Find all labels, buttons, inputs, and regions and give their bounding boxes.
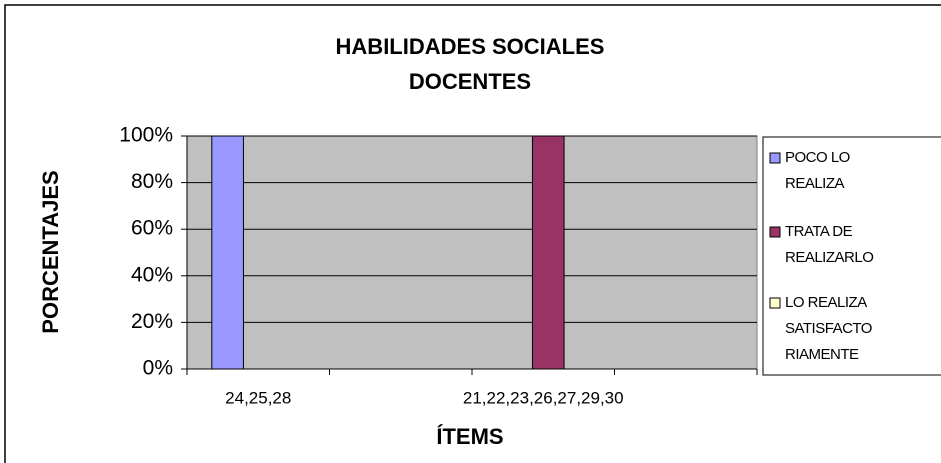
y-tick-label: 0% <box>143 357 173 380</box>
x-axis-label: ÍTEMS <box>436 424 503 449</box>
legend-label: TRATA DE REALIZARLO <box>785 223 873 266</box>
legend-swatch <box>769 152 781 164</box>
bar <box>211 135 244 370</box>
legend-swatch <box>769 297 781 309</box>
bar <box>531 135 565 370</box>
plot-area <box>186 135 758 370</box>
x-tick-label: 21,22,23,26,27,29,30 <box>463 388 624 407</box>
y-tick-label: 60% <box>131 217 173 240</box>
legend-label: LO REALIZA SATISFACTO RIAMENTE <box>785 294 872 363</box>
y-tick-label: 20% <box>131 310 173 333</box>
legend-box <box>762 136 941 376</box>
y-tick-label: 80% <box>131 170 173 193</box>
legend-label: POCO LO REALIZA <box>785 149 850 192</box>
legend-swatch <box>769 226 781 238</box>
y-axis-label: PORCENTAJES <box>38 170 63 333</box>
y-tick-label: 40% <box>131 263 173 286</box>
y-tick-label: 100% <box>119 124 173 147</box>
chart-title: HABILIDADES SOCIALES DOCENTES <box>336 34 605 94</box>
x-tick-label: 24,25,28 <box>225 388 291 407</box>
